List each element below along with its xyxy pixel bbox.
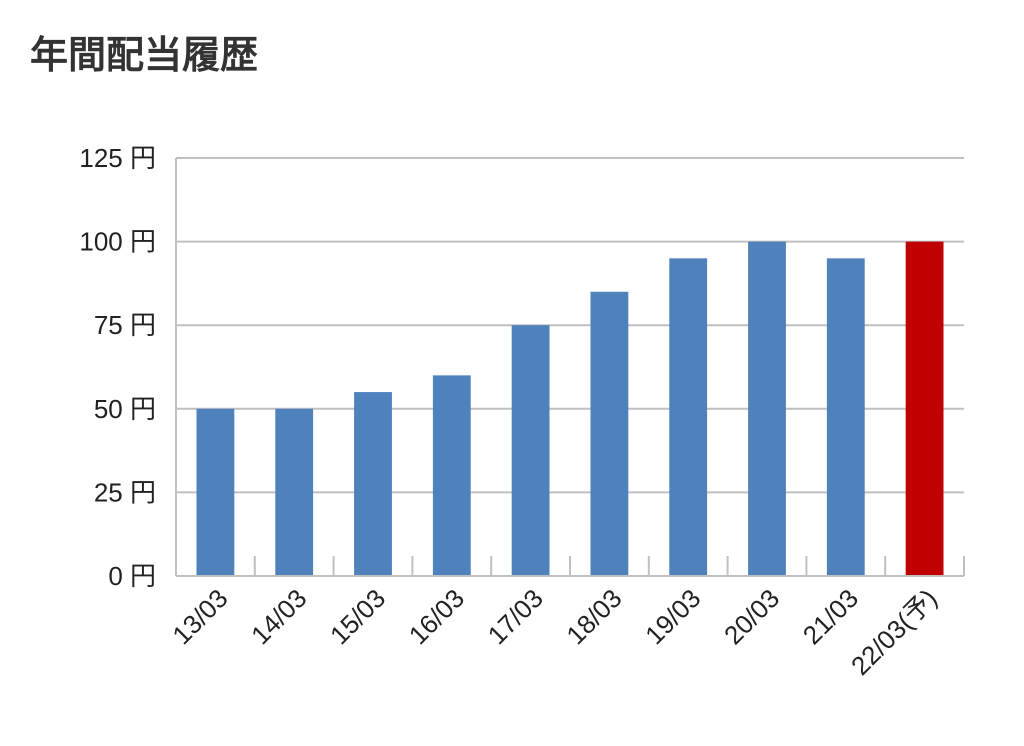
bar (748, 241, 786, 576)
x-tick-label: 19/03 (639, 583, 706, 650)
y-tick-label: 25 円 (94, 477, 156, 507)
bar (511, 325, 550, 576)
bar (905, 241, 944, 576)
bar (196, 408, 235, 576)
bar (275, 408, 314, 576)
bar (590, 291, 629, 576)
x-tick-label: 16/03 (403, 583, 470, 650)
x-tick-label: 22/03(予) (845, 583, 943, 681)
y-tick-label: 75 円 (94, 310, 156, 340)
x-tick-label: 13/03 (166, 583, 233, 650)
x-tick-label: 17/03 (482, 583, 549, 650)
chart-title: 年間配当履歴 (30, 33, 259, 77)
x-tick-label: 18/03 (560, 583, 627, 650)
y-tick-label: 100 円 (79, 227, 156, 257)
x-tick-label: 15/03 (324, 583, 391, 650)
bar (432, 375, 471, 576)
x-tick-label: 20/03 (718, 583, 785, 650)
y-tick-label: 50 円 (94, 394, 156, 424)
bar (669, 258, 708, 576)
x-tick-label: 14/03 (245, 583, 312, 650)
bars (196, 241, 944, 576)
y-tick-label: 125 円 (79, 143, 156, 173)
bar (354, 392, 392, 576)
bar (826, 258, 865, 576)
x-tick-labels: 13/03 14/03 15/03 16/03 17/03 18/03 19/03 20/03… (166, 583, 942, 681)
axes (175, 158, 965, 577)
x-tick-label: 21/03 (797, 583, 864, 650)
y-tick-label: 0 円 (108, 561, 156, 591)
y-tick-labels: 0 円 25 円 50 円 75 円 100 円 125 円 (79, 143, 156, 591)
